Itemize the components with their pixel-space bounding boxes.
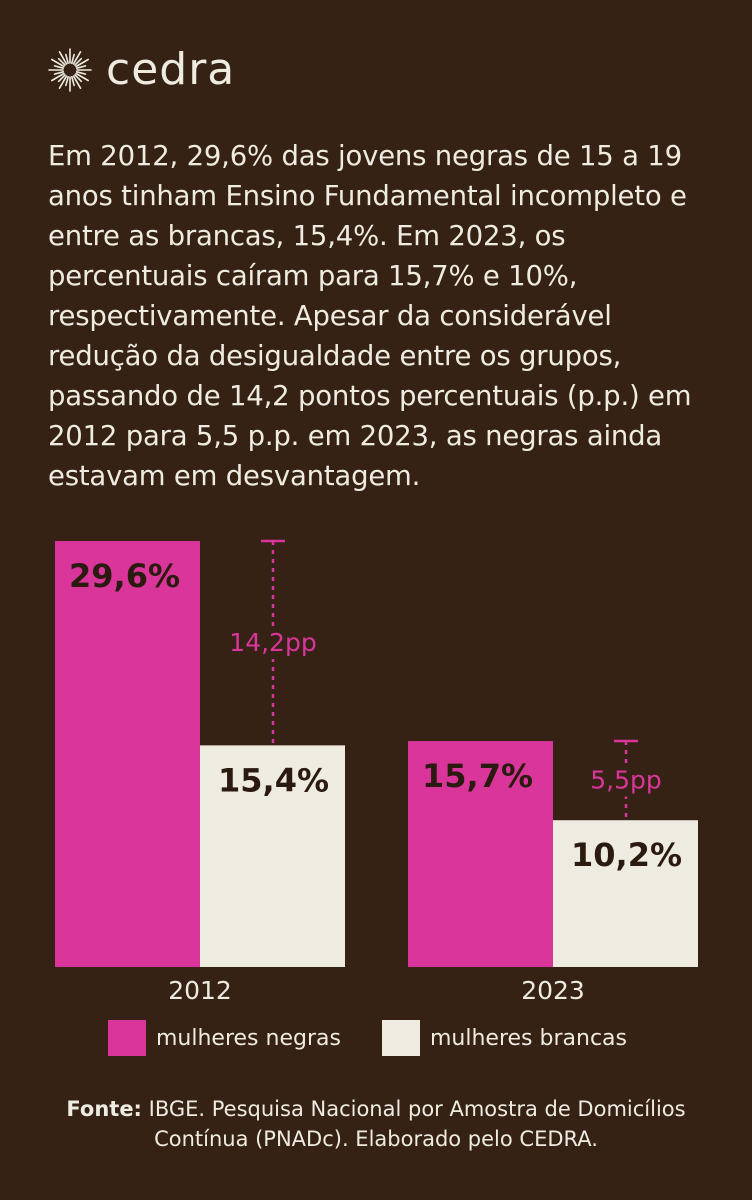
source-note: Fonte: IBGE. Pesquisa Nacional por Amost… — [20, 1094, 732, 1154]
source-text: IBGE. Pesquisa Nacional por Amostra de D… — [141, 1097, 686, 1151]
bar-brancas-2012 — [200, 745, 345, 967]
bar-chart: 29,6% 15,4% 2012 14,2pp 15,7% 10,2% 2023 5,5pp — [55, 539, 698, 1005]
chart-description: Em 2012, 29,6% das jovens negras de 15 a… — [48, 140, 692, 492]
sunburst-icon — [48, 48, 92, 92]
data-label-brancas-2012: 15,4% — [218, 761, 329, 799]
brand-logo: cedra — [48, 44, 235, 96]
x-tick-label-2012: 2012 — [168, 976, 232, 1005]
legend-label-brancas: mulheres brancas — [430, 1025, 627, 1051]
data-label-brancas-2023: 10,2% — [571, 836, 682, 874]
gap-label-bg-2023 — [578, 764, 674, 797]
bar-negras-2012 — [55, 541, 200, 967]
source-prefix: Fonte: — [66, 1097, 142, 1121]
legend-swatch-negras — [108, 1020, 146, 1056]
brand-name: cedra — [106, 44, 236, 95]
data-label-negras-2023: 15,7% — [422, 757, 533, 795]
legend-item-negras: mulheres negras — [108, 1020, 341, 1056]
legend-item-brancas: mulheres brancas — [382, 1020, 627, 1056]
bar-negras-2023 — [408, 741, 553, 967]
gap-label-2023: 5,5pp — [590, 766, 662, 795]
x-tick-label-2023: 2023 — [521, 976, 585, 1005]
gap-label-2012: 14,2pp — [229, 628, 316, 657]
bar-brancas-2023 — [553, 820, 698, 967]
legend-label-negras: mulheres negras — [156, 1025, 341, 1051]
gap-label-bg-2012 — [225, 627, 321, 660]
data-label-negras-2012: 29,6% — [69, 557, 180, 595]
legend-swatch-brancas — [382, 1020, 420, 1056]
